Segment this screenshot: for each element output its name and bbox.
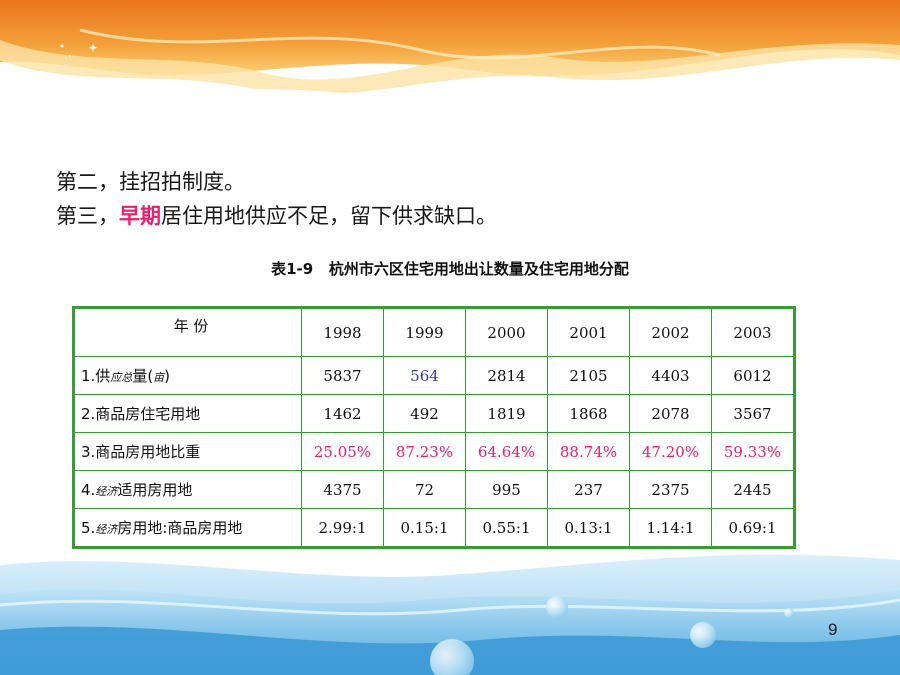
- table-cell: 5837: [301, 356, 384, 396]
- body-line-2-highlight: 早期: [119, 204, 161, 228]
- table-cell: 87.23%: [383, 432, 466, 472]
- label-small-text: 亩: [153, 371, 165, 385]
- table-cell: 4375: [301, 470, 384, 510]
- table-cell: 995: [465, 470, 548, 510]
- table-cell: 1868: [547, 394, 630, 434]
- table-cell: 1.14:1: [629, 508, 712, 547]
- row-label-total-supply: 1.供应总量(亩): [74, 356, 302, 396]
- row-label-commercial-share: 3.商品房用地比重: [74, 432, 302, 472]
- table-cell: 2105: [547, 356, 630, 396]
- table-row: 3.商品房用地比重 25.05% 87.23% 64.64% 88.74% 47…: [74, 432, 794, 472]
- table-cell: 2078: [629, 394, 712, 434]
- label-text: 5.: [81, 519, 96, 538]
- table-cell: 0.15:1: [383, 508, 466, 547]
- table-cell: 237: [547, 470, 630, 510]
- table-header-row: 年 份 1998 1999 2000 2001 2002 2003: [74, 307, 794, 358]
- table-cell: 0.69:1: [711, 508, 794, 547]
- table-row: 4.经济适用房用地 4375 72 995 237 2375 2445: [74, 470, 794, 510]
- land-supply-table: 年 份 1998 1999 2000 2001 2002 2003 1.供应总量…: [72, 306, 796, 549]
- table-cell: 72: [383, 470, 466, 510]
- table-cell: 4403: [629, 356, 712, 396]
- body-line-2-suffix: 居住用地供应不足，留下供求缺口。: [161, 204, 497, 228]
- body-line-2-prefix: 第三，: [56, 204, 119, 228]
- label-text: 1.供: [81, 367, 111, 386]
- body-line-2: 第三，早期居住用地供应不足，留下供求缺口。: [56, 199, 497, 233]
- table-cell: 0.13:1: [547, 508, 630, 547]
- year-cell: 2001: [547, 307, 630, 358]
- year-cell: 2003: [711, 307, 794, 358]
- table-cell: 1819: [465, 394, 548, 434]
- table-cell: 47.20%: [629, 432, 712, 472]
- page-number: 9: [828, 620, 838, 639]
- table-cell: 1462: [301, 394, 384, 434]
- table-cell: 88.74%: [547, 432, 630, 472]
- table-row: 2.商品房住宅用地 1462 492 1819 1868 2078 3567: [74, 394, 794, 434]
- year-cell: 2000: [465, 307, 548, 358]
- label-text: 房用地:商品房用地: [117, 519, 243, 538]
- year-cell: 1999: [383, 307, 466, 358]
- top-wave-banner: ✦: [0, 0, 900, 110]
- label-small-text: 经济: [95, 523, 118, 537]
- label-text: 量(: [132, 367, 154, 386]
- bottom-wave-banner: [0, 554, 900, 675]
- table-cell: 2814: [465, 356, 548, 396]
- header-year-label: 年 份: [74, 307, 302, 358]
- table-cell: 2445: [711, 470, 794, 510]
- table-cell: 492: [383, 394, 466, 434]
- row-label-affordable-housing: 4.经济适用房用地: [74, 470, 302, 510]
- label-small-text: 经济: [95, 485, 118, 499]
- year-cell: 1998: [301, 307, 384, 358]
- body-line-1: 第二，挂招拍制度。: [56, 170, 245, 194]
- table-cell: 0.55:1: [465, 508, 548, 547]
- label-text: ): [164, 367, 171, 386]
- row-label-affordable-ratio: 5.经济房用地:商品房用地: [74, 508, 302, 547]
- label-small-text: 应总: [110, 371, 133, 385]
- svg-text:✦: ✦: [88, 41, 98, 55]
- label-text: 适用房用地: [117, 481, 193, 500]
- table-cell: 64.64%: [465, 432, 548, 472]
- table-cell: 25.05%: [301, 432, 384, 472]
- table-cell: 564: [383, 356, 466, 396]
- table-cell: 3567: [711, 394, 794, 434]
- table-cell: 2.99:1: [301, 508, 384, 547]
- table-cell: 59.33%: [711, 432, 794, 472]
- row-label-commercial-residential: 2.商品房住宅用地: [74, 394, 302, 434]
- year-cell: 2002: [629, 307, 712, 358]
- table-cell: 2375: [629, 470, 712, 510]
- table-row: 1.供应总量(亩) 5837 564 2814 2105 4403 6012: [74, 356, 794, 396]
- table-caption: 表1-9 杭州市六区住宅用地出让数量及住宅用地分配: [271, 260, 629, 278]
- table-row: 5.经济房用地:商品房用地 2.99:1 0.15:1 0.55:1 0.13:…: [74, 508, 794, 547]
- table-cell: 6012: [711, 356, 794, 396]
- label-text: 4.: [81, 481, 96, 500]
